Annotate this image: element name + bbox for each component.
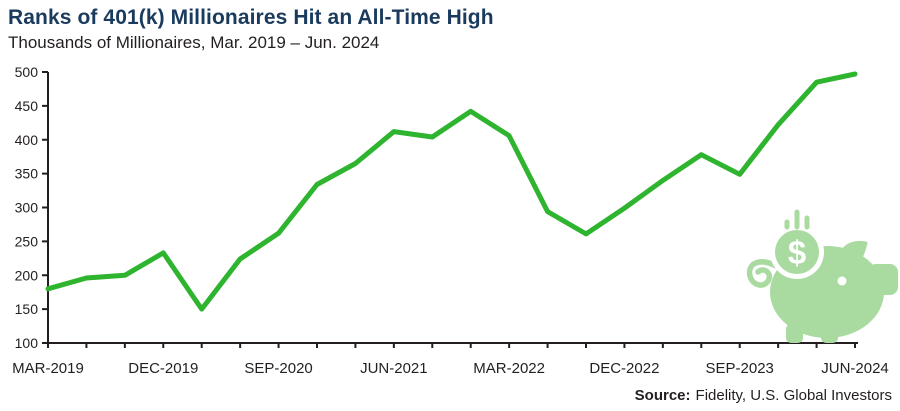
x-axis-tick-label: SEP-2023 xyxy=(706,360,774,377)
chart-subtitle: Thousands of Millionaires, Mar. 2019 – J… xyxy=(8,33,380,52)
coin-drop-dashes-icon xyxy=(784,209,810,230)
millionaires-line-series xyxy=(45,71,858,312)
x-axis-tick-label: SEP-2020 xyxy=(244,360,312,377)
y-axis-tick-label: 150 xyxy=(15,301,39,317)
y-axis-tick-label: 250 xyxy=(15,233,39,249)
dollar-sign-icon: $ xyxy=(788,234,806,271)
piggy-eye-icon xyxy=(837,276,847,286)
y-axis-tick-label: 100 xyxy=(15,335,39,351)
y-axis-tick-label: 400 xyxy=(15,132,39,148)
x-axis-tick-label: MAR-2022 xyxy=(473,360,545,377)
y-axis-tick-label: 300 xyxy=(15,200,39,216)
x-axis-tick-label: JUN-2024 xyxy=(821,360,889,377)
piggy-tail-icon xyxy=(746,259,779,288)
piggy-snout-icon xyxy=(868,264,898,295)
chart-axes: 100 150 200 250 300 350 400 450 500 MAR-2019 DEC-2… xyxy=(12,64,889,377)
x-axis-tick-label: DEC-2022 xyxy=(589,360,659,377)
x-axis-tick-label: DEC-2019 xyxy=(128,360,198,377)
piggy-leg-icon xyxy=(821,324,838,343)
source-label: Source: xyxy=(634,387,691,404)
x-axis-tick-label: JUN-2021 xyxy=(360,360,428,377)
dollar-coin-icon xyxy=(775,230,819,274)
y-axis-tick-label: 500 xyxy=(15,64,39,80)
x-axis-tick-label: MAR-2019 xyxy=(12,360,84,377)
millionaires-trend-line xyxy=(45,71,858,312)
y-axis-tick-label: 450 xyxy=(15,98,39,114)
source-note: Source: Fidelity, U.S. Global Investors xyxy=(635,387,892,404)
piggy-bank-icon: $ xyxy=(746,209,898,343)
source-text: Fidelity, U.S. Global Investors xyxy=(695,387,892,404)
y-axis-tick-label: 200 xyxy=(15,267,39,283)
y-axis-tick-label: 350 xyxy=(15,166,39,182)
piggy-leg-icon xyxy=(786,324,803,343)
chart-title: Ranks of 401(k) Millionaires Hit an All-… xyxy=(8,6,494,29)
